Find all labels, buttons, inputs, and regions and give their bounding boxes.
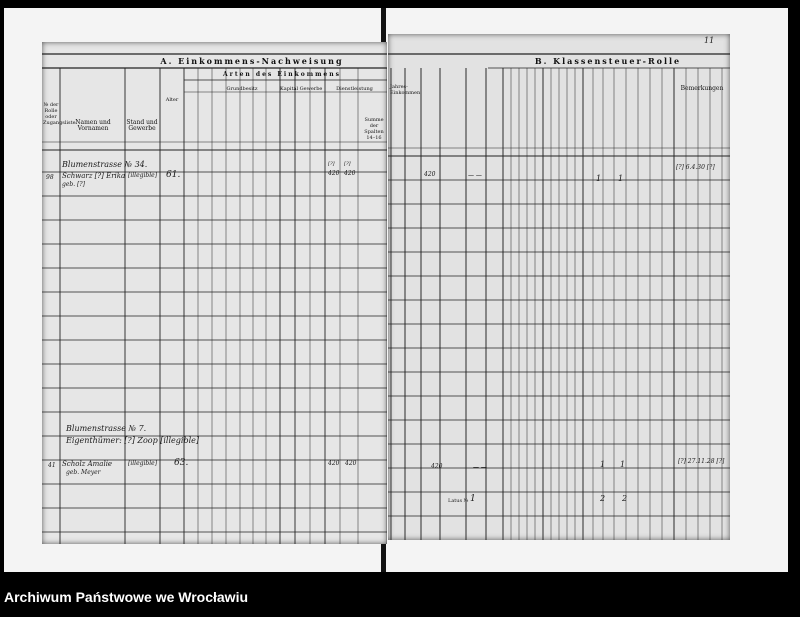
group-kapital: Kapital: [280, 86, 299, 92]
archive-watermark: Archiwum Państwowe we Wrocławiu: [4, 589, 249, 605]
total-mark-1: 2: [600, 494, 606, 503]
entry-1-address: Blumenstrasse № 34.: [62, 160, 148, 169]
entry-2-row-number: 41: [48, 462, 56, 469]
entry-2-owner: Eigenthümer: [?] Zoop [illegible]: [66, 436, 199, 445]
right-page: 11 B. Klassensteuer-Rolle Jahres-Einkomm…: [388, 34, 730, 540]
header-income-total: Jahres-Einkommen: [390, 84, 421, 96]
group-dienstleistung: Dienstleistung: [336, 86, 373, 92]
header-names: Namen und Vornamen: [75, 119, 111, 132]
entry-2-income: 420: [431, 463, 443, 470]
entry-1-age: 61.: [166, 170, 181, 180]
entry-2-name: Scholz Amalie: [62, 460, 113, 468]
right-page-grid: [388, 53, 730, 540]
entry-1-col16-value: 420: [344, 170, 356, 177]
income-types-heading: Arten des Einkommens: [223, 71, 341, 78]
entry-2-mark-1: 1: [600, 460, 606, 469]
entry-1-dashes: — —: [468, 172, 482, 179]
header-number: № der Rolle oder Zugangsliste: [43, 102, 76, 126]
entry-2-col16-value: 420: [345, 460, 357, 467]
entry-2-mark-2: 1: [620, 460, 626, 469]
entry-1-name-line2: geb. [?]: [62, 181, 85, 188]
entry-1-col15-value: 420: [328, 170, 340, 177]
page-number: 11: [704, 36, 715, 45]
header-status: Stand und Gewerbe: [126, 119, 158, 132]
entry-1-name: Schwarz [?] Erika: [62, 172, 126, 180]
entry-2-remark: [?] 27.11.28 [?]: [678, 458, 725, 465]
group-grundbesitz: Grundbesitz: [226, 86, 258, 92]
entry-1-income: 420: [424, 171, 436, 178]
entry-2-name-line2: geb. Meyer: [66, 469, 101, 476]
entry-2-age: 63.: [174, 458, 189, 468]
left-page-grid: [42, 53, 387, 544]
section-b-title: B. Klassensteuer-Rolle: [534, 56, 682, 66]
header-age: Alter: [165, 97, 179, 103]
latus-value: 1: [470, 494, 476, 504]
entry-1-mark-2: 1: [618, 174, 624, 183]
entry-2-occupation: [illegible]: [128, 460, 158, 467]
group-gewerbe: Gewerbe: [299, 86, 323, 92]
entry-2-col15-value: 420: [328, 460, 340, 467]
entry-1-remark: [?] 6.4.30 [?]: [676, 164, 715, 171]
entry-1-mark-1: 1: [596, 174, 602, 183]
header-remarks: Bemerkungen: [680, 85, 724, 92]
left-page: A. Einkommens-Nachweisung Arten des Eink…: [42, 42, 387, 544]
latus-label: Latus №: [448, 498, 469, 504]
entry-2-address: Blumenstrasse № 7.: [66, 424, 147, 433]
entry-2-dashes: — —: [473, 464, 487, 471]
entry-1-row-number: 98: [46, 174, 54, 181]
entry-1-col16-label: [?]: [344, 161, 351, 167]
entry-1-occupation: [illegible]: [128, 172, 158, 179]
entry-1-col15-label: [?]: [328, 161, 335, 167]
section-a-title: A. Einkommens-Nachweisung: [160, 56, 344, 66]
total-mark-2: 2: [622, 494, 628, 503]
header-sum: Summe der Spalten 14–16: [364, 117, 384, 141]
